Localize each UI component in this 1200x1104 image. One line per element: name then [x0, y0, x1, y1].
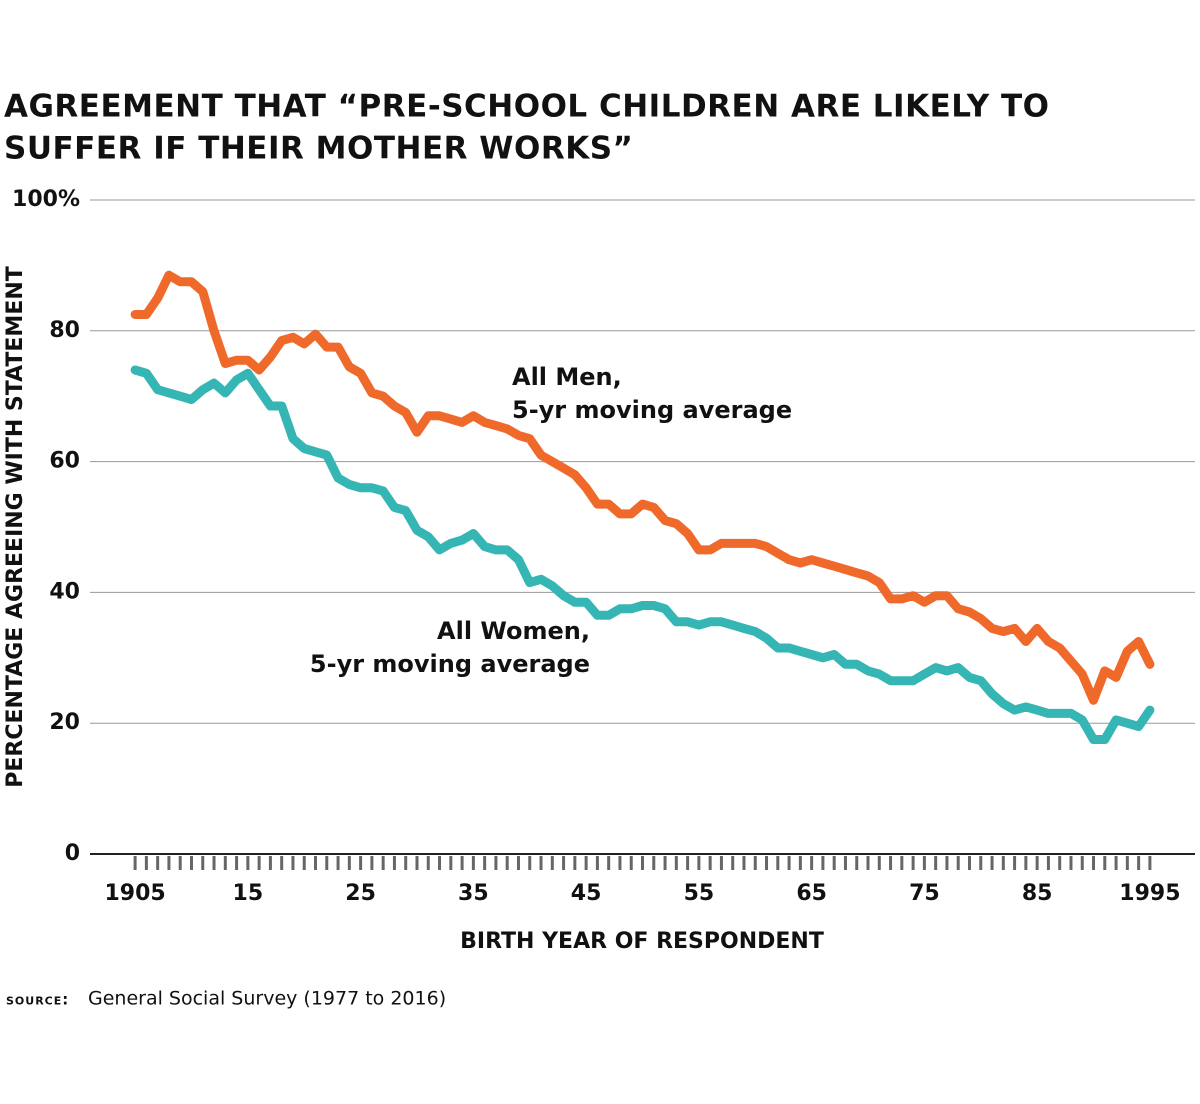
x-tick-label: 15	[233, 881, 264, 906]
chart-title: AGREEMENT THAT “PRE-SCHOOL CHILDREN ARE …	[4, 89, 1049, 125]
y-tick-label: 80	[49, 318, 80, 343]
series-label: All Women,	[437, 617, 590, 645]
x-tick-label: 35	[458, 881, 489, 906]
x-tick-label: 1995	[1119, 881, 1180, 906]
x-tick-label: 55	[684, 881, 715, 906]
series-note: 5-yr moving average	[310, 650, 590, 678]
x-tick-label: 45	[571, 881, 602, 906]
x-tick-label: 25	[345, 881, 376, 906]
line-series	[130, 270, 1155, 705]
y-tick-label: 60	[49, 449, 80, 474]
series-label: All Men,	[512, 363, 622, 391]
y-tick-label: 0	[65, 841, 80, 866]
x-tick-label: 1905	[104, 881, 165, 906]
series-note: 5-yr moving average	[512, 396, 792, 424]
x-tick-label: 65	[796, 881, 827, 906]
x-axis-label: BIRTH YEAR OF RESPONDENT	[460, 929, 824, 954]
y-tick-label: 20	[49, 710, 80, 735]
y-tick-label: 40	[49, 579, 80, 604]
y-axis-label: PERCENTAGE AGREEING WITH STATEMENT	[3, 266, 28, 788]
chart-title: SUFFER IF THEIR MOTHER WORKS”	[4, 131, 633, 167]
y-tick-label: 100%	[12, 187, 80, 212]
line-series	[130, 365, 1155, 744]
source-label: source:	[6, 991, 69, 1009]
x-tick-label: 85	[1022, 881, 1053, 906]
x-tick-label: 75	[909, 881, 940, 906]
source-text: General Social Survey (1977 to 2016)	[88, 988, 446, 1010]
